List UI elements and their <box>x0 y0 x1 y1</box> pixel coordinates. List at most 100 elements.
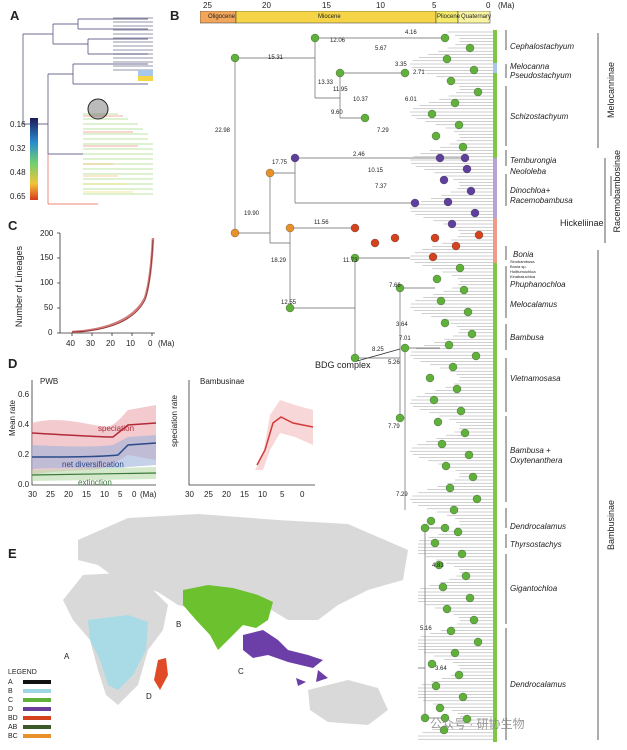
ancestral-state-pie <box>468 472 478 482</box>
ancestral-state-pie <box>462 164 472 174</box>
subtribe-melocanninae: Melocanninae <box>606 62 616 119</box>
clade-dinochloa: Dinochloa+ <box>510 186 551 195</box>
legend-item: A <box>8 678 51 687</box>
ancestral-state-pie <box>472 494 482 504</box>
legend-swatch <box>23 716 51 721</box>
ancestral-state-pie <box>285 223 295 233</box>
legend-title: LEGEND <box>8 669 37 676</box>
series-net: net diversification <box>62 460 124 469</box>
ancestral-state-pie <box>400 343 410 353</box>
ancestral-state-pie <box>430 538 440 548</box>
ancestral-state-pie <box>460 428 470 438</box>
ancestral-state-pie <box>310 33 320 43</box>
legend-swatch <box>23 698 51 703</box>
node-age-label: 9.60 <box>331 110 343 116</box>
ancestral-state-pie <box>400 68 410 78</box>
ancestral-state-pie <box>430 233 440 243</box>
legend-item: AB <box>8 723 51 732</box>
ancestral-state-pie <box>463 307 473 317</box>
node-age-label: 3.35 <box>395 62 407 68</box>
ltt-xtick: 40 <box>66 339 75 348</box>
node-age-label: 5.26 <box>388 360 400 366</box>
ancestral-state-pie <box>445 483 455 493</box>
panel-c-ltt <box>57 232 155 336</box>
node-age-label: 4.16 <box>405 30 417 36</box>
epoch-label: Quaternary <box>461 14 492 20</box>
node-age-label: 4.83 <box>432 563 444 569</box>
ancestral-state-pie <box>439 175 449 185</box>
bam-xtick: 5 <box>280 490 285 499</box>
time-tick: 20 <box>262 1 271 10</box>
ancestral-state-pie <box>428 252 438 262</box>
ancestral-state-pie <box>410 198 420 208</box>
node-age-label: 8.25 <box>372 347 384 353</box>
clade-neololeba: Neololeba <box>510 167 547 176</box>
legend-item: BC <box>8 732 51 741</box>
ancestral-state-pie <box>290 153 300 163</box>
node-age-label: 13.33 <box>318 80 334 86</box>
panel-label-b: B <box>170 8 180 23</box>
ltt-xtick: 0 <box>148 339 153 348</box>
ancestral-state-pie <box>440 318 450 328</box>
mean-rate-ylabel: Mean rate <box>8 400 17 437</box>
clade-cephalostachyum: Cephalostachyum <box>510 42 575 51</box>
speciation-ylabel: speciation rate <box>170 395 179 448</box>
main-phylogeny <box>230 30 497 742</box>
ancestral-state-pie <box>350 353 360 363</box>
ancestral-state-pie <box>450 648 460 658</box>
ancestral-state-pie <box>230 228 240 238</box>
clade-melocalamus: Melocalamus <box>510 300 558 309</box>
region-c-label: C <box>238 667 244 676</box>
clade-dendrocalamus2: Dendrocalamus <box>510 680 567 689</box>
ancestral-state-pie <box>435 703 445 713</box>
ancestral-state-pie <box>452 384 462 394</box>
ancestral-state-pie <box>471 351 481 361</box>
highlight-circle <box>87 98 109 120</box>
ancestral-state-pie <box>440 713 450 723</box>
node-age-label: 2.46 <box>353 152 365 158</box>
ancestral-state-pie <box>434 560 444 570</box>
ancestral-state-pie <box>473 87 483 97</box>
ancestral-state-pie <box>426 516 436 526</box>
ancestral-state-pie <box>433 417 443 427</box>
pwb-title: PWB <box>40 377 59 386</box>
time-tick: 10 <box>376 1 385 10</box>
legend-item: D <box>8 705 51 714</box>
ancestral-state-pie <box>432 274 442 284</box>
series-extinction: extinction <box>78 478 112 487</box>
ancestral-state-pie <box>469 615 479 625</box>
pwb-ytick: 0.0 <box>18 480 30 489</box>
ancestral-state-pie <box>447 219 457 229</box>
panel-label-e: E <box>8 546 17 561</box>
ancestral-state-pie <box>444 340 454 350</box>
colorbar-tick: 0.16 <box>10 120 26 129</box>
time-tick: 25 <box>203 1 212 10</box>
ltt-ytick: 100 <box>40 278 54 287</box>
epoch-label: Pliocene <box>437 14 461 20</box>
ancestral-state-pie <box>457 549 467 559</box>
watermark: 公众号 · 研协生物 <box>430 717 525 731</box>
panel-label-c: C <box>8 218 18 233</box>
timescale-bar <box>200 11 491 24</box>
ancestral-state-pie <box>439 725 449 735</box>
node-age-label: 10.15 <box>368 168 384 174</box>
region-b-label: B <box>176 620 182 629</box>
ancestral-state-pie <box>350 253 360 263</box>
pwb-xunit: (Ma) <box>140 490 157 499</box>
node-age-label: 18.29 <box>271 258 287 264</box>
ltt-ytick: 150 <box>40 253 54 262</box>
pwb-xtick: 10 <box>100 490 109 499</box>
ancestral-state-pie <box>350 223 360 233</box>
ancestral-state-pie <box>469 65 479 75</box>
ancestral-state-pie <box>230 53 240 63</box>
node-age-label: 7.01 <box>399 336 411 342</box>
clade-oxytenanthera: Oxytenanthera <box>510 456 563 465</box>
bambusinae-title: Bambusinae <box>200 377 245 386</box>
pwb-xtick: 30 <box>28 490 37 499</box>
legend-swatch <box>23 689 51 694</box>
node-age-label: 3.64 <box>396 322 408 328</box>
panel-label-a: A <box>10 8 20 23</box>
ancestral-state-pie <box>420 713 430 723</box>
clade-bambusa2: Bambusa + <box>510 446 551 455</box>
ancestral-state-pie <box>454 670 464 680</box>
